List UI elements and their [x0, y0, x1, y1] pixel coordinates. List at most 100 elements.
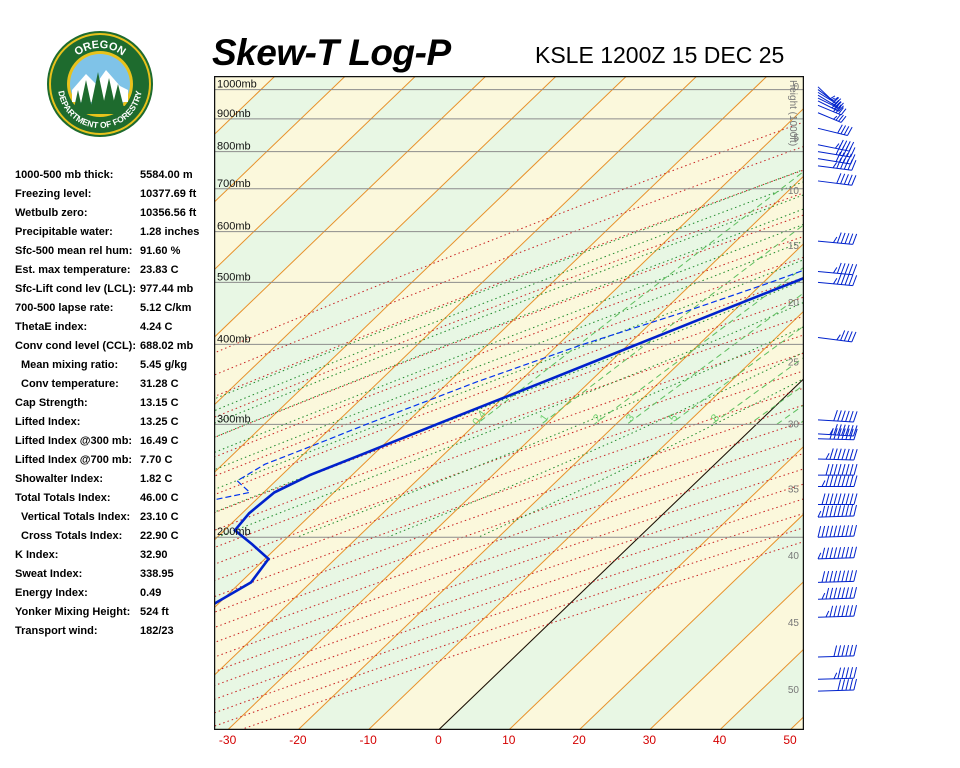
index-row: Sfc-500 mean rel hum: 91.60 %: [15, 245, 215, 264]
isobar-label: 900mb: [217, 108, 251, 120]
index-value: 23.10 C: [140, 511, 179, 523]
index-row: Vertical Totals Index: 23.10 C: [15, 511, 215, 530]
index-value: 1.28 inches: [140, 226, 200, 238]
isotherm-line: [214, 76, 768, 609]
x-tick-label: 10: [502, 733, 516, 747]
index-value: 91.60 %: [140, 245, 181, 257]
index-label: Precipitable water:: [15, 226, 113, 238]
x-tick-label: 50: [783, 733, 797, 747]
height-tick-label: 25: [788, 358, 800, 369]
index-row: Precipitable water: 1.28 inches: [15, 226, 215, 245]
index-value: 1.82 C: [140, 473, 173, 485]
mixing-ratio-label: 2: [591, 412, 604, 424]
stability-indices-panel: 1000-500 mb thick: 5584.00 m Freezing leve…: [15, 169, 215, 644]
moist-adiabat-line: [217, 301, 804, 538]
index-row: Energy Index: 0.49: [15, 587, 215, 606]
wind-barb: [817, 104, 847, 116]
wind-barb: [817, 89, 839, 102]
mixing-ratio-label: 3: [624, 412, 637, 424]
wind-barb: [817, 124, 853, 137]
isobar-label: 300mb: [217, 413, 251, 425]
index-row: Lifted Index @300 mb: 16.49 C: [15, 435, 215, 454]
isotherm-line: [214, 107, 804, 677]
isobar-label: 700mb: [217, 178, 251, 190]
index-label: Cross Totals Index:: [21, 530, 123, 542]
index-row: 700-500 lapse rate: 5.12 C/km: [15, 302, 215, 321]
index-value: 10356.56 ft: [140, 207, 197, 219]
index-row: Est. max temperature: 23.83 C: [15, 264, 215, 283]
index-label: Yonker Mixing Height:: [15, 606, 131, 618]
height-tick-label: 35: [788, 484, 800, 495]
index-value: 46.00 C: [140, 492, 179, 504]
index-label: Lifted Index @700 mb:: [15, 454, 133, 466]
zero-isotherm-line: [438, 377, 804, 730]
dry-adiabat-line: [214, 235, 804, 458]
isotherm-line: [508, 445, 804, 730]
index-row: Wetbulb zero: 10356.56 ft: [15, 207, 215, 226]
index-value: 977.44 mb: [140, 283, 194, 295]
index-row: 1000-500 mb thick: 5584.00 m: [15, 169, 215, 188]
index-value: 13.15 C: [140, 397, 179, 409]
index-label: Conv cond level (CCL):: [15, 340, 137, 352]
index-value: 0.49: [140, 587, 162, 599]
index-label: Vertical Totals Index:: [21, 511, 131, 523]
x-tick-label: 0: [435, 733, 442, 747]
mixing-ratio-label: 1: [538, 412, 551, 424]
isobar-label: 800mb: [217, 141, 251, 153]
index-label: Mean mixing ratio:: [21, 359, 119, 371]
isotherm-line: [214, 76, 487, 339]
skew-t-chart: 0.4 1 2 3 5 8200mb300mb400mb500mb600mb700mb80…: [214, 76, 804, 730]
wind-barb-column: [817, 86, 858, 692]
index-label: Freezing level:: [15, 188, 92, 200]
wind-barb: [818, 493, 858, 505]
moist-adiabat-line: [214, 208, 804, 438]
index-row: Yonker Mixing Height: 524 ft: [15, 606, 215, 625]
mixing-ratio-label: 8: [709, 412, 722, 424]
index-label: Conv temperature:: [21, 378, 119, 390]
mixing-ratio-label: 5: [667, 412, 680, 424]
svg-text:OREGON: OREGON: [72, 39, 127, 59]
index-value: 16.49 C: [140, 435, 179, 447]
index-label: 700-500 lapse rate:: [15, 302, 114, 314]
index-label: Showalter Index:: [15, 473, 104, 485]
temperature-profile-line: [214, 276, 804, 606]
isotherm-band: [214, 108, 804, 730]
wind-barb: [817, 644, 858, 658]
moist-adiabat-line: [214, 168, 804, 400]
isobar-label: 600mb: [217, 221, 251, 233]
height-axis-title: Height (1000ft): [787, 80, 798, 146]
moist-adiabat-line: [214, 240, 804, 471]
index-row: Cap Strength: 13.15 C: [15, 397, 215, 416]
isotherm-line: [367, 310, 804, 730]
logo-arc-top-text: OREGON: [72, 39, 127, 59]
index-label: Wetbulb zero:: [15, 207, 88, 219]
index-value: 5.12 C/km: [140, 302, 192, 314]
wind-barb: [817, 262, 858, 276]
index-row: Cross Totals Index: 22.90 C: [15, 530, 215, 549]
index-label: K Index:: [15, 549, 59, 561]
index-value: 182/23: [140, 625, 174, 637]
wind-barb: [817, 410, 858, 423]
wind-barb: [817, 504, 858, 518]
height-tick-label: 0: [793, 82, 799, 93]
isotherm-line: [214, 76, 698, 541]
wind-barb: [817, 139, 855, 152]
index-value: 13.25 C: [140, 416, 179, 428]
isotherm-line: [649, 580, 804, 730]
height-tick-label: 40: [788, 551, 800, 562]
wind-barb: [817, 546, 858, 560]
wind-barb: [817, 524, 858, 538]
wind-barb: [817, 273, 858, 287]
station-time-label: KSLE 1200Z 15 DEC 25: [535, 42, 785, 68]
index-label: 1000-500 mb thick:: [15, 169, 114, 181]
index-value: 5.45 g/kg: [140, 359, 188, 371]
index-label: Est. max temperature:: [15, 264, 131, 276]
chart-title: Skew-T Log-P: [212, 32, 451, 73]
isotherm-line: [214, 76, 417, 271]
index-row: Freezing level: 10377.69 ft: [15, 188, 215, 207]
isobar-label: 400mb: [217, 333, 251, 345]
height-tick-label: 10: [788, 186, 800, 197]
wind-barb: [817, 678, 858, 692]
isobar-label: 200mb: [217, 526, 251, 538]
dry-adiabat-line: [214, 169, 804, 398]
